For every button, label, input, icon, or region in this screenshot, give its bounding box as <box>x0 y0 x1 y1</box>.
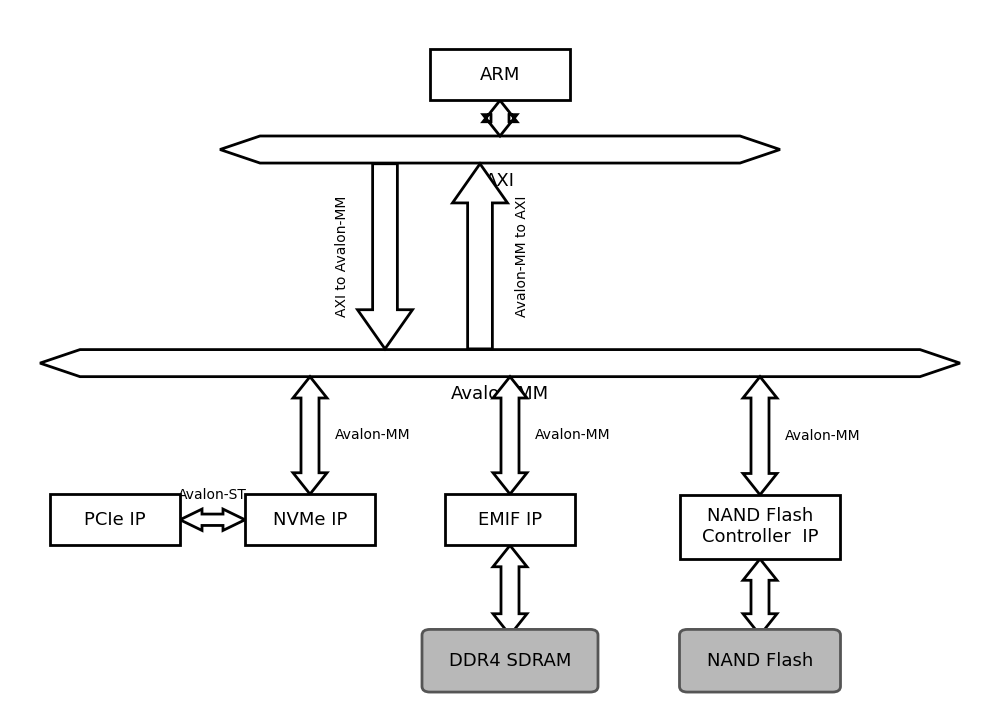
Polygon shape <box>293 377 327 494</box>
Text: Avalon-MM to AXI: Avalon-MM to AXI <box>516 196 530 317</box>
Text: NAND Flash: NAND Flash <box>707 651 813 670</box>
FancyBboxPatch shape <box>680 495 840 559</box>
Polygon shape <box>180 509 245 530</box>
Text: Avalon-MM: Avalon-MM <box>451 385 549 403</box>
Polygon shape <box>483 100 517 136</box>
FancyBboxPatch shape <box>430 49 570 100</box>
FancyBboxPatch shape <box>422 629 598 692</box>
Text: AXI to Avalon-MM: AXI to Avalon-MM <box>336 196 350 317</box>
Polygon shape <box>743 559 777 635</box>
FancyBboxPatch shape <box>245 494 375 545</box>
Polygon shape <box>493 545 527 635</box>
Text: Avalon-MM: Avalon-MM <box>335 429 411 442</box>
Text: NAND Flash
Controller  IP: NAND Flash Controller IP <box>702 508 818 546</box>
Polygon shape <box>743 377 777 495</box>
FancyBboxPatch shape <box>680 629 840 692</box>
Text: EMIF IP: EMIF IP <box>478 511 542 529</box>
Text: DDR4 SDRAM: DDR4 SDRAM <box>449 651 571 670</box>
Text: ARM: ARM <box>480 66 520 84</box>
FancyBboxPatch shape <box>445 494 575 545</box>
Polygon shape <box>493 377 527 494</box>
Text: Avalon-MM: Avalon-MM <box>785 429 861 443</box>
Text: AXI: AXI <box>485 172 515 189</box>
FancyBboxPatch shape <box>50 494 180 545</box>
Text: Avalon-MM: Avalon-MM <box>535 429 611 442</box>
Polygon shape <box>40 350 960 377</box>
Text: PCIe IP: PCIe IP <box>84 511 146 529</box>
Polygon shape <box>220 136 780 163</box>
Polygon shape <box>358 164 413 349</box>
Text: NVMe IP: NVMe IP <box>273 511 347 529</box>
Text: Avalon-ST: Avalon-ST <box>178 488 247 502</box>
Polygon shape <box>452 164 507 349</box>
